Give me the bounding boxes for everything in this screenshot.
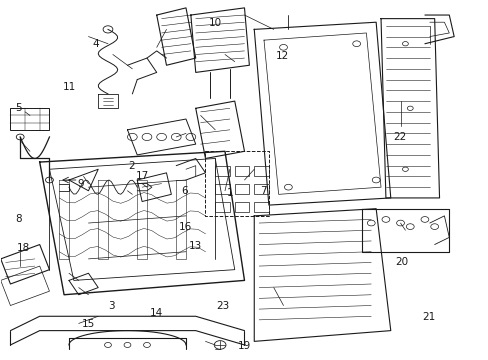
Bar	[254, 202, 268, 212]
Text: 12: 12	[275, 51, 288, 61]
Text: 19: 19	[237, 341, 251, 351]
Text: 7: 7	[259, 186, 266, 197]
Text: 4: 4	[92, 39, 99, 49]
Text: 17: 17	[135, 171, 148, 181]
Text: 9: 9	[78, 179, 84, 189]
Bar	[234, 166, 249, 176]
Bar	[215, 184, 229, 194]
Text: 15: 15	[81, 319, 95, 329]
Text: 3: 3	[108, 301, 115, 311]
Bar	[10, 108, 49, 130]
Text: 6: 6	[182, 186, 188, 197]
Text: 13: 13	[189, 241, 202, 251]
Text: 21: 21	[421, 312, 434, 322]
Bar	[234, 202, 249, 212]
Text: 23: 23	[216, 301, 229, 311]
Bar	[234, 184, 249, 194]
Text: 18: 18	[17, 243, 30, 253]
Text: 8: 8	[15, 215, 21, 224]
Text: 14: 14	[150, 308, 163, 318]
Text: 2: 2	[128, 161, 134, 171]
Text: 22: 22	[392, 132, 406, 142]
Text: 5: 5	[15, 103, 21, 113]
Bar	[254, 166, 268, 176]
Bar	[215, 166, 229, 176]
Text: 16: 16	[178, 222, 191, 232]
Text: 20: 20	[394, 257, 407, 267]
Bar	[254, 184, 268, 194]
Text: 11: 11	[63, 82, 77, 92]
Text: 10: 10	[208, 18, 222, 28]
Bar	[215, 202, 229, 212]
Text: 1: 1	[226, 188, 233, 198]
